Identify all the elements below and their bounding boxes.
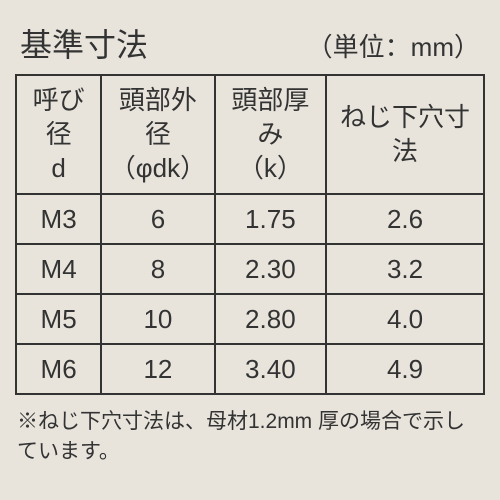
table-row: M3 6 1.75 2.6 — [16, 194, 484, 244]
cell-dk: 12 — [101, 344, 214, 394]
col-header-hole: ねじ下穴寸法 — [326, 75, 484, 194]
table-row: M6 12 3.40 4.9 — [16, 344, 484, 394]
cell-dk: 10 — [101, 294, 214, 344]
col-header-line1: 呼び径 — [21, 84, 96, 152]
table-title: 基準寸法 — [20, 20, 148, 66]
col-header-line1: 頭部厚み — [220, 84, 321, 152]
cell-d: M5 — [16, 294, 101, 344]
col-header-line2: d — [21, 152, 96, 186]
cell-dk: 6 — [101, 194, 214, 244]
header-row: 基準寸法 （単位：mm） — [15, 20, 485, 66]
col-header-line1: ねじ下穴寸法 — [331, 101, 479, 169]
cell-k: 1.75 — [215, 194, 326, 244]
cell-hole: 3.2 — [326, 244, 484, 294]
cell-dk: 8 — [101, 244, 214, 294]
cell-hole: 2.6 — [326, 194, 484, 244]
col-header-k: 頭部厚み （k） — [215, 75, 326, 194]
unit-label: （単位：mm） — [307, 27, 480, 64]
table-row: M5 10 2.80 4.0 — [16, 294, 484, 344]
footnote: ※ねじ下穴寸法は、母材1.2mm 厚の場合で示しています。 — [15, 405, 485, 465]
cell-k: 2.80 — [215, 294, 326, 344]
cell-hole: 4.9 — [326, 344, 484, 394]
table-row: M4 8 2.30 3.2 — [16, 244, 484, 294]
cell-k: 3.40 — [215, 344, 326, 394]
cell-d: M3 — [16, 194, 101, 244]
col-header-line2: （φdk） — [106, 152, 209, 186]
cell-d: M4 — [16, 244, 101, 294]
col-header-line1: 頭部外径 — [106, 84, 209, 152]
col-header-line2: （k） — [220, 152, 321, 186]
col-header-d: 呼び径 d — [16, 75, 101, 194]
cell-d: M6 — [16, 344, 101, 394]
table-header-row: 呼び径 d 頭部外径 （φdk） 頭部厚み （k） ねじ下穴寸法 — [16, 75, 484, 194]
dimensions-table: 呼び径 d 頭部外径 （φdk） 頭部厚み （k） ねじ下穴寸法 M3 6 1.… — [15, 74, 485, 395]
cell-k: 2.30 — [215, 244, 326, 294]
cell-hole: 4.0 — [326, 294, 484, 344]
col-header-dk: 頭部外径 （φdk） — [101, 75, 214, 194]
